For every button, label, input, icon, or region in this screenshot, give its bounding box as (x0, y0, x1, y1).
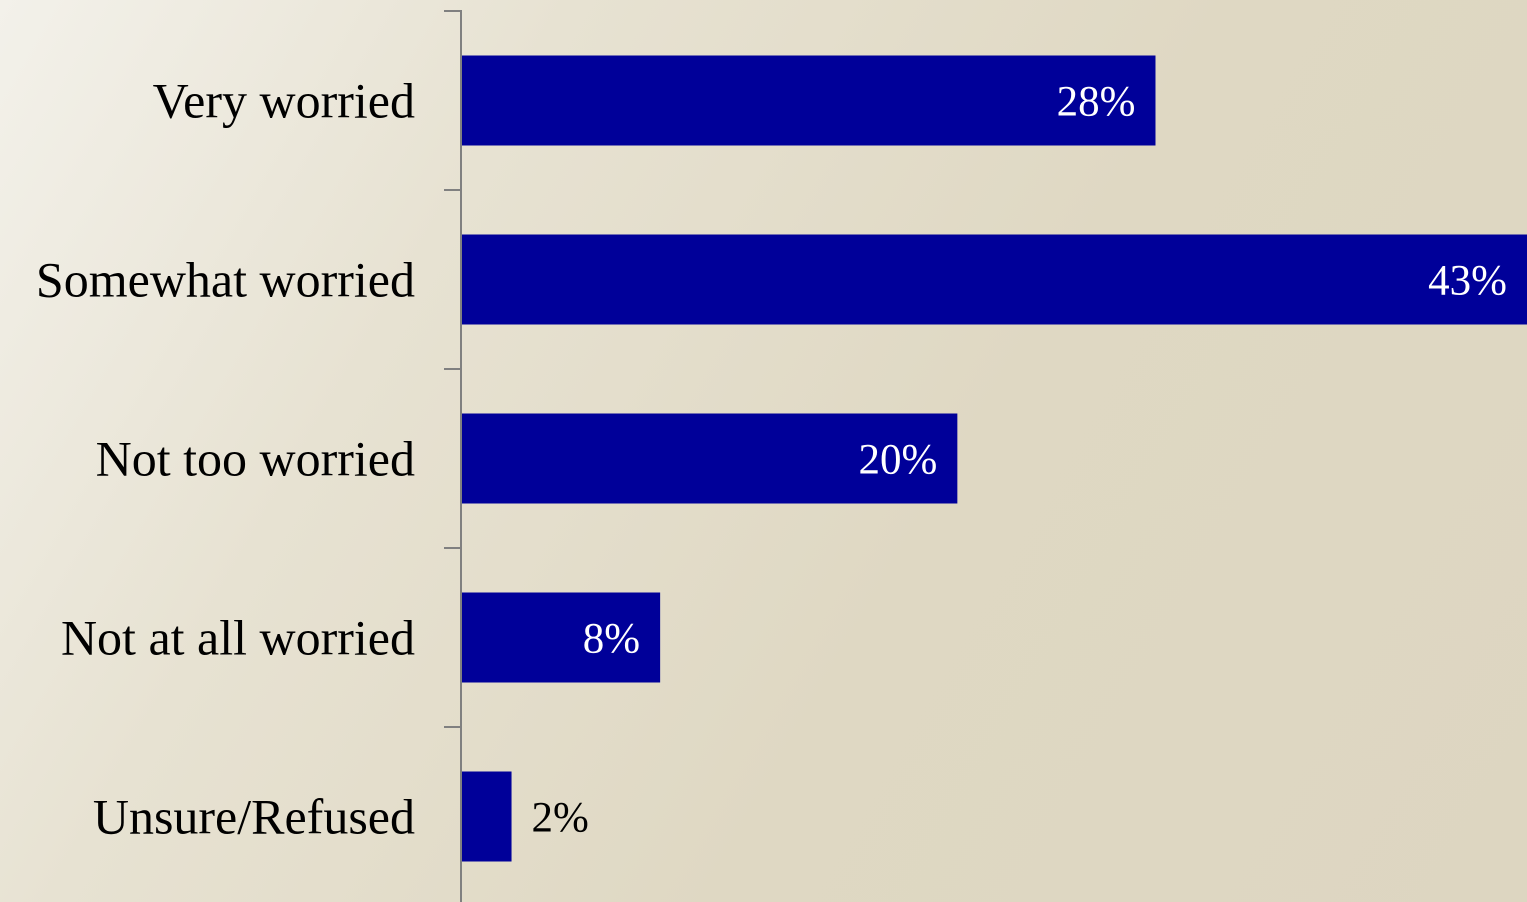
data-label: 8% (583, 616, 640, 663)
category-labels: Very worried Somewhat worried Not too worr… (36, 73, 415, 845)
category-label: Very worried (153, 73, 415, 129)
bar (462, 592, 661, 683)
data-label: 43% (1428, 258, 1507, 305)
category-label: Not at all worried (61, 610, 415, 666)
category-label: Somewhat worried (36, 252, 415, 308)
category-label: Not too worried (96, 431, 415, 487)
bar (462, 55, 1156, 146)
data-label: 28% (1057, 79, 1136, 126)
bar (462, 413, 958, 504)
category-label: Unsure/Refused (93, 789, 415, 845)
bar (462, 234, 1527, 325)
bars (462, 55, 1527, 862)
data-label: 20% (859, 437, 938, 484)
bar (462, 771, 512, 862)
axis-ticks (444, 10, 462, 728)
data-label: 2% (532, 795, 589, 842)
value-labels: 28% 43% 20% 8% 2% (532, 79, 1507, 842)
